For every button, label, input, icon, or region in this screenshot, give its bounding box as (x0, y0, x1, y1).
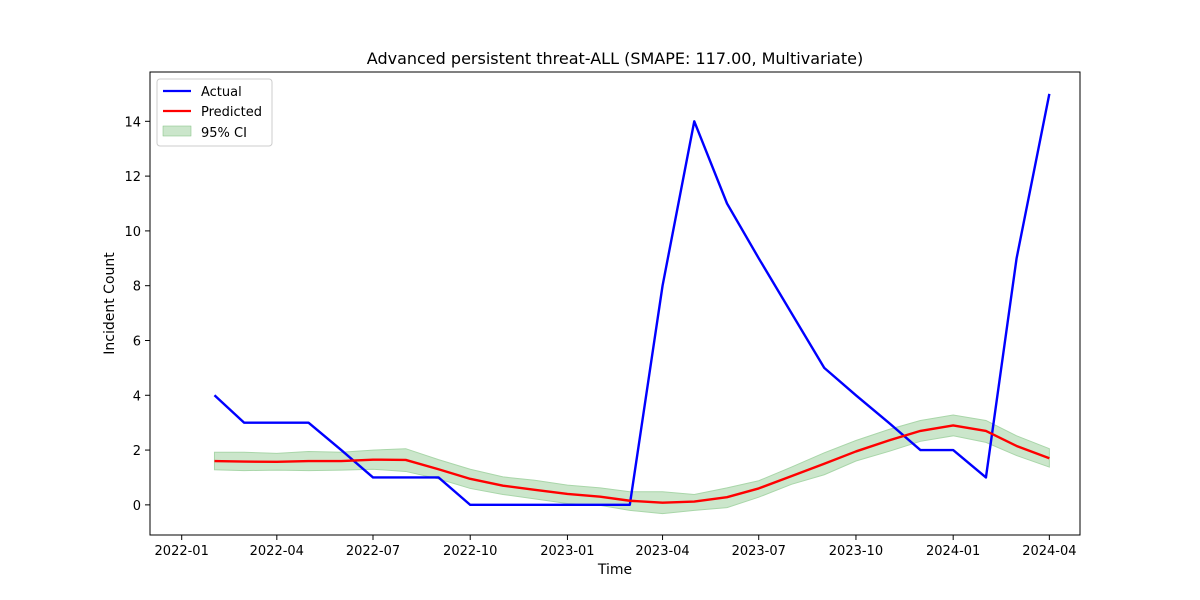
y-tick-label: 14 (124, 115, 141, 130)
legend-predicted-label: Predicted (201, 105, 262, 120)
y-tick-label: 8 (133, 280, 141, 295)
legend-ci-label: 95% CI (201, 126, 247, 141)
y-tick-label: 6 (133, 334, 141, 349)
legend-ci-swatch (162, 125, 192, 137)
legend-actual-label: Actual (201, 85, 242, 100)
chart-title: Advanced persistent threat-ALL (SMAPE: 1… (367, 49, 863, 68)
series-layer (213, 93, 1051, 507)
x-tick-label: 2023-10 (829, 544, 883, 559)
legend: Actual Predicted 95% CI (156, 78, 273, 147)
y-tick-label: 10 (124, 225, 141, 240)
y-axis: 0 2 4 6 8 10 12 14 (124, 115, 150, 514)
plot-frame (149, 71, 1081, 536)
x-tick-label: 2023-07 (732, 544, 786, 559)
series-line-actual (213, 93, 1051, 507)
y-tick-label: 0 (133, 499, 141, 514)
x-tick-label: 2023-01 (540, 544, 594, 559)
x-tick-label: 2022-01 (155, 544, 209, 559)
y-tick-label: 4 (133, 389, 141, 404)
x-tick-label: 2022-07 (346, 544, 400, 559)
x-tick-label: 2024-01 (926, 544, 980, 559)
x-axis-label: Time (597, 562, 632, 578)
x-tick-label: 2022-04 (250, 544, 304, 559)
y-axis-label: Incident Count (102, 252, 118, 355)
y-tick-label: 2 (133, 444, 141, 459)
y-tick-label: 12 (124, 170, 141, 185)
x-axis: 2022-01 2022-04 2022-07 2022-10 2023-01 2023-… (155, 535, 1077, 559)
x-tick-label: 2024-04 (1022, 544, 1076, 559)
series-line-predicted (214, 424, 1050, 504)
x-tick-label: 2022-10 (443, 544, 497, 559)
x-tick-label: 2023-04 (635, 544, 689, 559)
